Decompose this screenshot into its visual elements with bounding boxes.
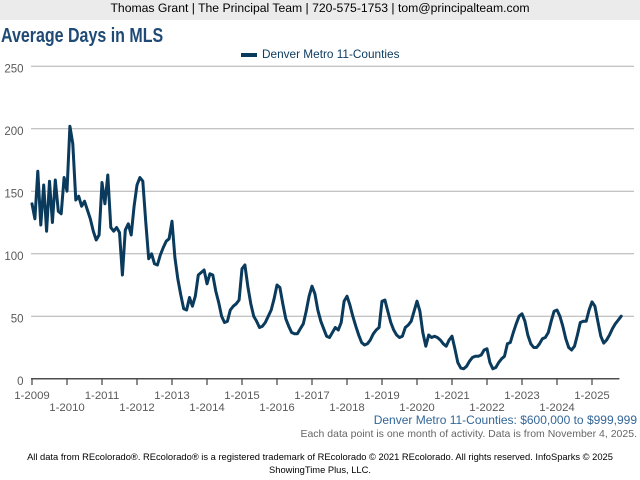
svg-text:1-2017: 1-2017	[294, 390, 329, 402]
svg-text:1-2009: 1-2009	[14, 390, 49, 402]
svg-text:50: 50	[11, 314, 24, 326]
svg-text:1-2014: 1-2014	[189, 402, 224, 414]
svg-text:1-2010: 1-2010	[49, 402, 84, 414]
svg-text:1-2024: 1-2024	[539, 402, 574, 414]
svg-text:0: 0	[17, 376, 23, 388]
svg-text:1-2021: 1-2021	[434, 390, 469, 402]
svg-text:150: 150	[4, 189, 23, 201]
svg-text:1-2019: 1-2019	[364, 390, 399, 402]
svg-text:100: 100	[4, 251, 23, 263]
svg-text:1-2011: 1-2011	[85, 390, 120, 402]
svg-text:200: 200	[4, 126, 23, 138]
svg-text:1-2016: 1-2016	[259, 402, 294, 414]
svg-text:250: 250	[4, 64, 23, 76]
svg-text:1-2012: 1-2012	[119, 402, 154, 414]
svg-text:1-2020: 1-2020	[399, 402, 434, 414]
svg-text:1-2022: 1-2022	[469, 402, 504, 414]
svg-text:1-2018: 1-2018	[329, 402, 364, 414]
svg-text:1-2015: 1-2015	[224, 390, 259, 402]
svg-text:1-2013: 1-2013	[154, 390, 189, 402]
svg-text:1-2023: 1-2023	[504, 390, 539, 402]
svg-text:1-2025: 1-2025	[574, 390, 609, 402]
